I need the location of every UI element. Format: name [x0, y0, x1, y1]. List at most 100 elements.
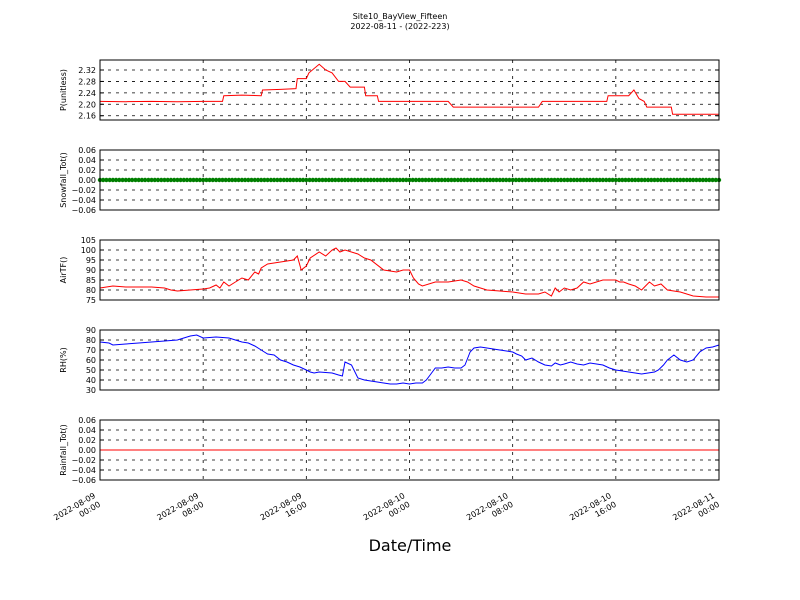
series-marker-snow [152, 177, 157, 183]
series-marker-snow [594, 177, 599, 183]
series-marker-snow [607, 177, 612, 183]
series-marker-snow [516, 177, 522, 183]
series-marker-snow [481, 177, 486, 183]
panel-frame [99, 149, 720, 211]
series-marker-snow [213, 177, 219, 183]
series-marker-snow [233, 177, 238, 183]
series-marker-snow [307, 177, 312, 183]
series-marker-snow [433, 177, 438, 183]
series-marker-snow [284, 177, 290, 183]
x-axis-label: Date/Time [369, 536, 452, 555]
series-marker-snow [110, 177, 116, 183]
series-marker-snow [230, 177, 235, 183]
series-marker-snow [526, 177, 531, 183]
y-tick-label: −0.06 [71, 476, 96, 485]
series-marker-snow [620, 177, 625, 183]
series-marker-snow [201, 177, 206, 183]
series-marker-snow [281, 177, 286, 183]
series-marker-snow [497, 177, 502, 183]
series-marker-snow [329, 177, 335, 183]
series-marker-snow [533, 177, 538, 183]
y-tick-label: 85 [86, 276, 96, 285]
y-tick-label: 40 [86, 376, 96, 385]
series-marker-snow [278, 177, 283, 183]
series-marker-snow [558, 177, 564, 183]
y-tick-label: 75 [86, 296, 96, 305]
y-tick-label: 0.04 [78, 156, 96, 165]
series-marker-snow [555, 177, 560, 183]
y-axis-label-air: AirTF() [59, 257, 68, 284]
series-line-p [99, 63, 719, 115]
panels: 2.162.202.242.282.32P(unitless) −0.06 −0.0… [59, 59, 722, 485]
series-marker-snow [265, 177, 270, 183]
series-marker-snow [349, 177, 354, 183]
series-marker-snow [671, 177, 677, 183]
series-line-rh [99, 334, 720, 385]
y-tick-label: 100 [81, 246, 96, 255]
series-marker-snow [529, 177, 535, 183]
series-marker-snow [378, 177, 383, 183]
series-marker-snow [181, 177, 186, 183]
y-tick-label: 80 [86, 286, 96, 295]
series-marker-snow [297, 177, 303, 183]
series-marker-snow [326, 177, 332, 183]
series-marker-snow [513, 177, 519, 183]
series-marker-snow [207, 177, 212, 183]
series-marker-snow [542, 177, 548, 183]
y-tick-label: 105 [81, 236, 96, 245]
series-marker-snow [294, 177, 299, 183]
series-marker-snow [362, 177, 367, 183]
series-marker-snow [633, 177, 638, 183]
series-marker-snow [388, 177, 393, 183]
series-marker-snow [358, 177, 364, 183]
series-marker-snow [691, 177, 696, 183]
panel-frame [99, 59, 720, 121]
panel-p: 2.16 2.20 2.24 2.28 2.32 P(unitless) [59, 59, 720, 121]
series-marker-snow [159, 177, 164, 183]
series-marker-snow [149, 177, 154, 183]
series-marker-snow [413, 177, 419, 183]
y-tick-label: 0.06 [78, 146, 96, 155]
series-marker-snow [504, 177, 509, 183]
series-marker-snow [687, 177, 693, 183]
series-marker-snow [407, 177, 412, 183]
series-marker-snow [194, 177, 199, 183]
y-tick-label: −0.04 [71, 196, 96, 205]
series-marker-snow [226, 177, 232, 183]
y-tick-label: 90 [86, 326, 96, 335]
series-marker-snow [262, 177, 267, 183]
series-marker-snow [339, 177, 344, 183]
series-marker-snow [694, 177, 699, 183]
series-marker-snow [642, 177, 647, 183]
y-tick-label: 2.16 [78, 112, 96, 121]
series-marker-snow [117, 177, 122, 183]
series-marker-snow [323, 177, 328, 183]
panel-frame [99, 419, 720, 481]
series-marker-snow [317, 177, 322, 183]
series-marker-snow [697, 177, 702, 183]
series-marker-snow [420, 177, 425, 183]
series-marker-snow [242, 177, 248, 183]
series-marker-snow [346, 177, 351, 183]
series-marker-snow [552, 177, 557, 183]
series-marker-snow [355, 177, 361, 183]
series-marker-snow [352, 177, 357, 183]
y-axis-label-rh: RH(%) [59, 347, 68, 372]
series-marker-snow [578, 177, 583, 183]
y-tick-label: 0.00 [78, 446, 96, 455]
series-marker-snow [320, 177, 325, 183]
series-marker-snow [252, 177, 257, 183]
series-marker-snow [426, 177, 431, 183]
series-marker-snow [197, 177, 203, 183]
series-marker-snow [655, 177, 660, 183]
series-marker-snow [652, 177, 657, 183]
series-marker-snow [139, 177, 145, 183]
series-marker-snow [178, 177, 183, 183]
y-tick-label: 2.32 [78, 66, 96, 75]
series-marker-snow [155, 177, 161, 183]
